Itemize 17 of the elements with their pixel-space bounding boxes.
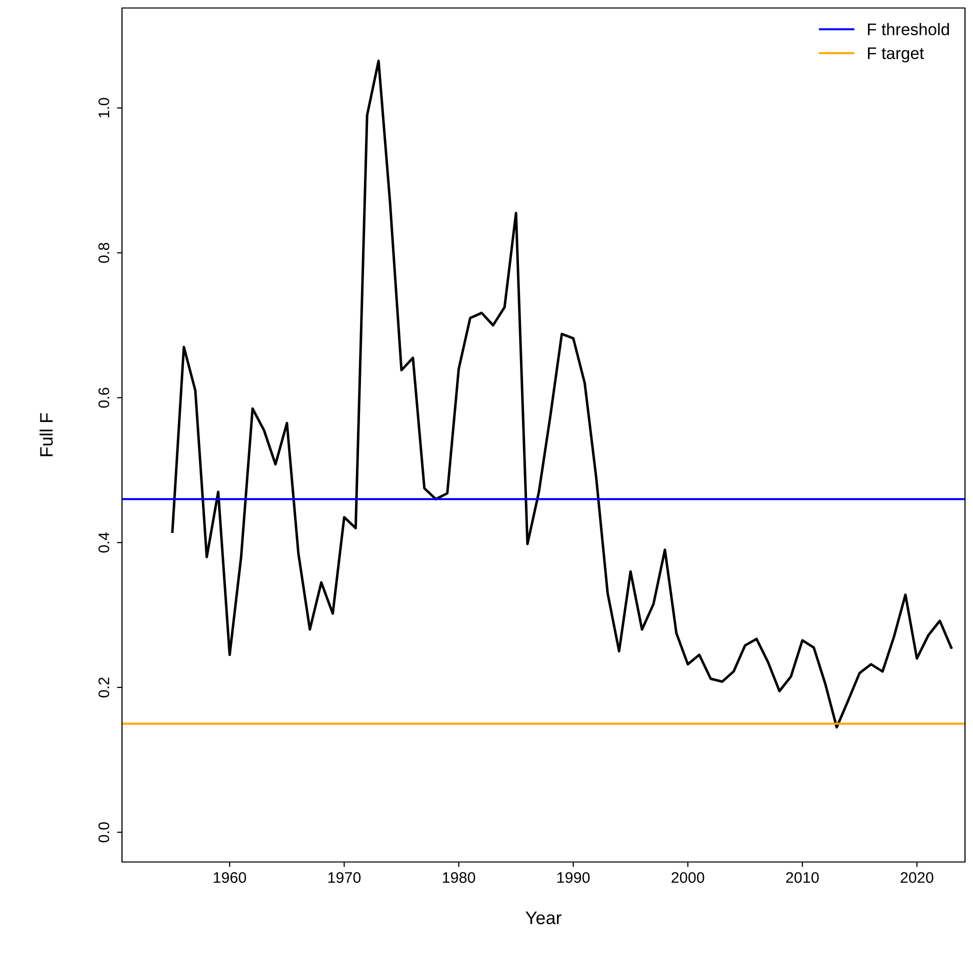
x-tick-label: 2000 xyxy=(672,872,704,883)
y-tick-label: 0.6 xyxy=(98,388,110,408)
x-tick-label: 2010 xyxy=(786,872,819,883)
x-tick-label: 1990 xyxy=(557,872,590,883)
x-tick-label: 2020 xyxy=(900,872,934,883)
y-tick-label: 0.8 xyxy=(98,242,110,263)
y-tick-label: 0.4 xyxy=(98,532,110,553)
legend-label: F target xyxy=(868,47,924,62)
x-tick-label: 1980 xyxy=(442,872,476,883)
legend-label: F threshold xyxy=(868,23,949,36)
y-tick-label: 0.2 xyxy=(98,678,110,698)
y-tick-label: 0.0 xyxy=(98,822,110,842)
x-tick-label: 1970 xyxy=(328,872,361,883)
y-tick-label: 1.0 xyxy=(98,98,110,118)
x-tick-label: 1960 xyxy=(214,872,246,883)
x-axis-title: Year xyxy=(526,912,562,924)
y-axis-title: Full F xyxy=(40,413,53,456)
